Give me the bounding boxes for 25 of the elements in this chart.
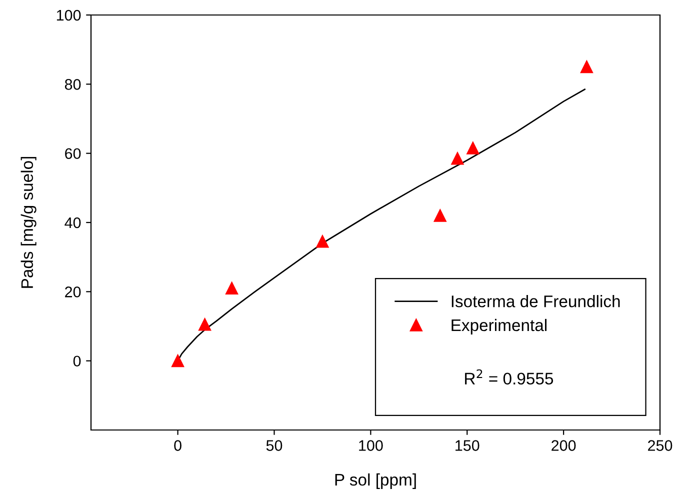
- annotation: R$^{2}$ = 0.9555: [465, 369, 554, 385]
- point: [226, 282, 238, 294]
- y-tick-label: 40: [64, 217, 81, 228]
- x-axis-title: P sol [ppm]: [335, 473, 416, 489]
- point: [434, 209, 446, 222]
- legend-label: Experimental: [452, 318, 546, 334]
- point: [316, 235, 329, 248]
- point: [198, 318, 212, 331]
- point: [580, 60, 593, 74]
- y-tick-label: 100: [56, 10, 81, 21]
- y-tick-label: 20: [65, 286, 81, 298]
- x-tick-label: 100: [359, 440, 383, 451]
- y-tick-label: 80: [64, 79, 81, 90]
- point: [451, 152, 464, 165]
- x-tick-label: 50: [266, 440, 282, 451]
- x-tick-label: 0: [174, 440, 182, 451]
- y-tick-label: 0: [73, 356, 81, 367]
- x-tick-label: 250: [648, 440, 672, 451]
- point: [466, 142, 480, 154]
- x-tick-label: 150: [456, 440, 480, 451]
- point: [172, 354, 184, 368]
- y-tick-label: 60: [65, 148, 81, 160]
- legend-label: Isoterma de Freundlich: [452, 295, 620, 308]
- x-tick-label: 200: [552, 440, 576, 451]
- y-axis-title: Pads [mg/g suelo]: [20, 156, 36, 288]
